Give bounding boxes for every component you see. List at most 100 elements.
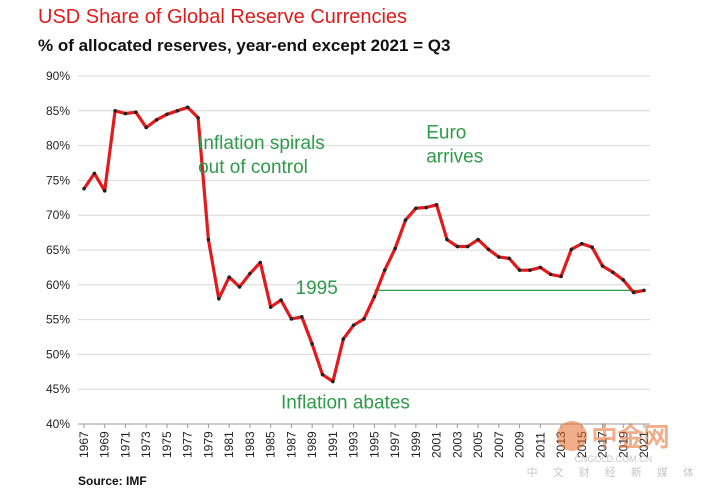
x-tick-label: 2005 [471,431,485,458]
data-point [631,290,636,295]
x-tick-label: 1985 [264,431,278,458]
data-point [476,237,480,242]
x-tick-label: 1999 [409,431,423,458]
data-point [600,264,605,268]
x-tick-label: 1979 [201,431,215,458]
data-point [144,125,149,130]
data-point [351,323,356,327]
data-point [579,241,584,246]
x-tick-label: 2017 [596,431,610,458]
data-point [258,260,263,265]
annotation-line: Inflation abates [281,393,410,414]
annotation-line: Euro [426,123,466,144]
annotation-line: out of control [198,157,308,178]
y-tick-label: 60% [46,278,70,292]
y-tick-label: 75% [46,173,70,187]
annotation-line: arrives [426,147,483,168]
annotation-line: Inflation spirals [198,133,325,154]
x-tick-label: 1997 [388,431,402,458]
y-tick-label: 65% [46,243,70,257]
data-point [185,105,190,110]
x-tick-label: 2007 [492,431,506,458]
x-tick-label: 2001 [430,431,444,458]
x-tick-label: 2011 [533,432,547,458]
y-tick-label: 55% [46,313,70,327]
data-point [507,256,511,261]
data-point [517,268,522,272]
x-tick-label: 1981 [222,431,236,458]
data-point [414,206,418,211]
chart-subtitle: % of allocated reserves, year-end except… [38,36,451,55]
gridlines [78,75,650,425]
data-point [175,109,180,113]
data-point [196,115,200,120]
data-point [642,288,646,293]
x-tick-label: 1995 [367,431,381,458]
data-point [341,337,346,341]
data-point [289,317,294,321]
watermark-tagline: 中 文 财 经 新 媒 体 [526,467,700,479]
x-tick-label: 1971 [118,431,132,458]
annotation: Euro arrives [426,123,483,168]
chart-title: USD Share of Global Reserve Currencies [38,6,408,28]
x-tick-label: 1987 [284,431,298,458]
data-point [548,272,553,277]
y-tick-label: 90% [46,69,70,83]
y-tick-label: 80% [46,139,70,153]
x-tick-label: 2019 [616,431,630,458]
x-tick-label: 1989 [305,431,319,458]
watermark-brand: 中金网 [591,422,670,452]
data-point [237,285,242,289]
data-point [123,111,128,116]
data-point [320,372,325,377]
y-axis-ticks: 40% 45% 50% 55% 60% 65% 70% 75% 80% 85% 90% [46,69,70,431]
data-point [403,218,408,222]
x-tick-label: 2003 [450,431,464,458]
data-point [279,298,283,302]
annotations-group: Inflation spirals out of control Euro arriv… [198,123,483,414]
x-tick-label: 2021 [637,431,651,458]
watermark-logo-icon [557,420,588,451]
data-point [310,342,314,346]
watermark: 中金网 CNGOLD.COM.CN 中 文 财 经 新 媒 体 [527,417,700,480]
data-point [382,268,387,272]
x-tick-label: 1991 [326,431,340,458]
data-point [486,247,491,252]
annotation-line: 1995 [296,278,338,299]
data-point [362,317,366,321]
data-point [248,271,252,276]
data-point [621,278,626,282]
data-point [134,110,138,114]
data-point [538,265,543,270]
data-point [102,189,107,193]
data-point [268,305,273,309]
data-point [82,186,86,191]
x-tick-label: 1973 [139,431,153,458]
data-point [331,379,335,384]
x-tick-label: 1983 [243,431,257,458]
data-point [528,268,532,272]
x-tick-label: 1969 [98,431,112,458]
data-point [372,294,377,299]
y-tick-label: 45% [46,382,70,396]
data-point [424,205,429,210]
x-tick-label: 1975 [160,431,174,458]
x-tick-label: 2009 [513,431,527,458]
annotation: Inflation spirals out of control [198,133,325,178]
series-group [82,105,646,384]
x-tick-label: 1993 [347,431,361,458]
data-point [445,237,449,242]
annotation: Inflation abates [281,393,410,414]
annotation: 1995 [296,278,338,299]
data-point [590,245,594,250]
data-point [92,171,97,176]
data-point [434,202,439,207]
data-point [455,244,460,249]
source-note: Source: IMF [78,474,147,488]
data-point [559,274,563,279]
data-point [569,247,574,252]
data-point [206,237,211,242]
x-tick-label: 1967 [77,431,91,458]
y-tick-label: 50% [46,347,70,361]
